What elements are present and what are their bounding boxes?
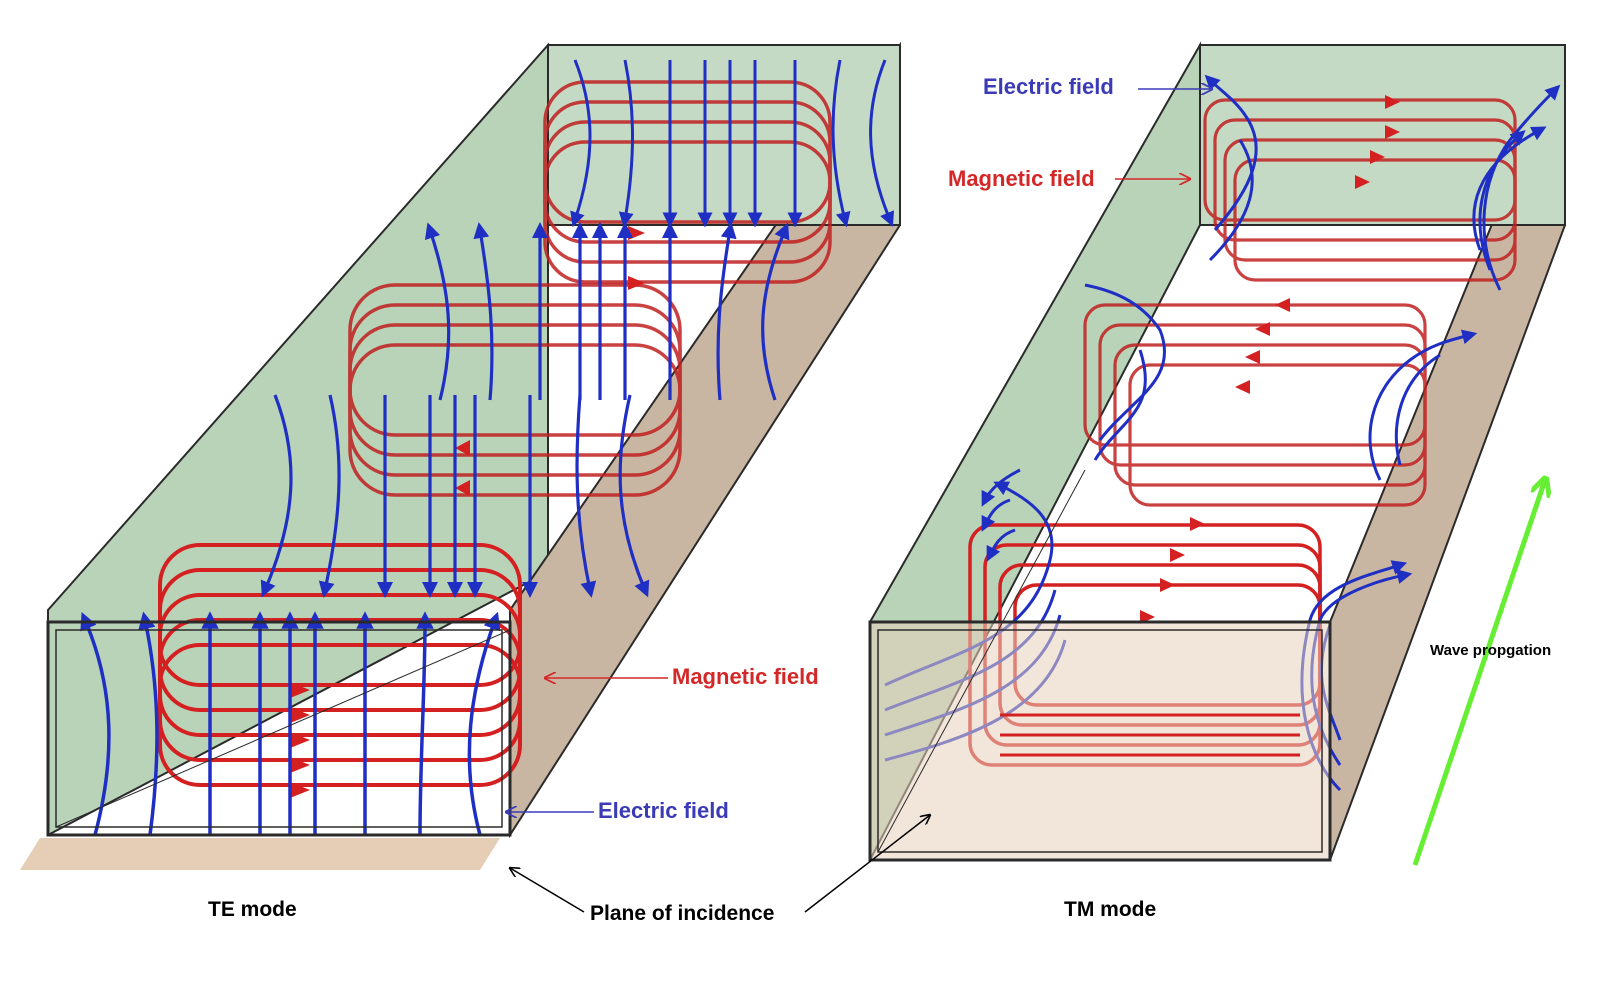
te-magnetic-field-label: Magnetic field	[672, 664, 819, 689]
te-back-face	[547, 44, 901, 226]
tm-magnetic-field-label: Magnetic field	[948, 166, 1095, 191]
te-mode-label: TE mode	[208, 898, 297, 921]
te-waveguide	[20, 41, 901, 870]
te-plane-of-incidence	[20, 838, 500, 870]
tm-mode-label: TM mode	[1064, 898, 1157, 921]
tm-front-face	[868, 620, 1332, 862]
tm-electric-field-label: Electric field	[983, 74, 1114, 99]
tm-waveguide	[868, 41, 1566, 862]
tm-back-face	[1199, 44, 1566, 226]
label-pointers	[506, 89, 1545, 913]
plane-of-incidence-label: Plane of incidence	[590, 902, 775, 925]
te-front-face	[46, 620, 512, 837]
wave-propagation-label: Wave propgation	[1430, 642, 1552, 659]
te-electric-field-label: Electric field	[598, 798, 729, 823]
